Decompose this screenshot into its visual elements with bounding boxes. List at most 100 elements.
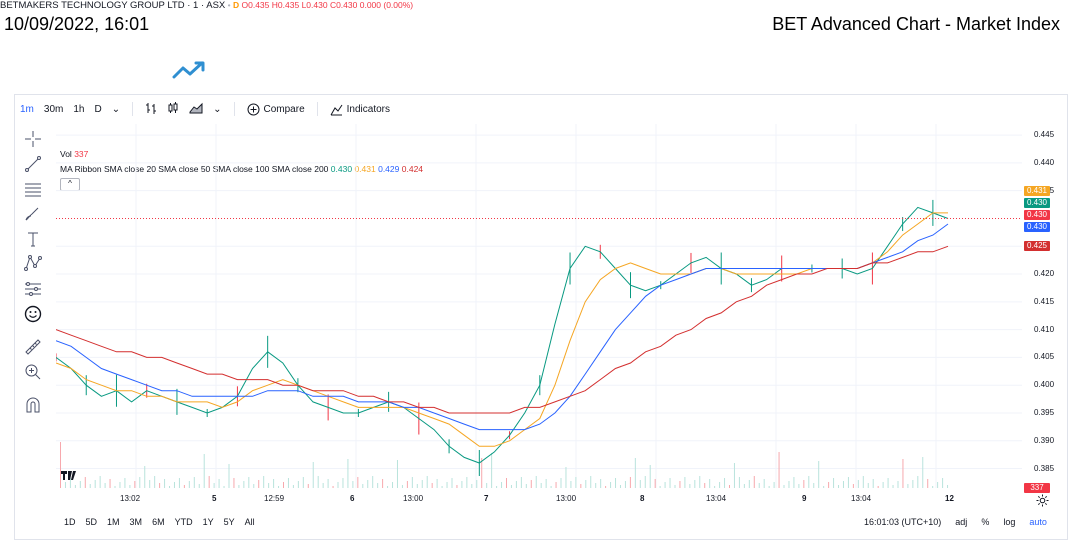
pattern-icon[interactable]: [20, 252, 46, 274]
volume-bar: [169, 486, 171, 488]
range-5y[interactable]: 5Y: [223, 517, 235, 527]
volume-bar: [510, 485, 512, 488]
volume-bar: [595, 483, 597, 488]
forecast-icon[interactable]: [20, 278, 46, 300]
volume-bar: [798, 484, 800, 488]
interval-1m[interactable]: 1m: [20, 103, 34, 115]
price-tick-label: 0.415: [1034, 296, 1055, 306]
volume-bar: [857, 480, 859, 488]
volume-bar: [506, 478, 507, 488]
crosshair-icon[interactable]: [20, 128, 46, 150]
volume-bar: [193, 477, 195, 488]
price-badge: 0.430: [1024, 198, 1050, 208]
volume-bar: [605, 486, 607, 488]
range-all[interactable]: All: [244, 517, 255, 527]
volume-bar: [243, 481, 245, 488]
volume-bar: [268, 483, 270, 488]
series-line-1: [56, 206, 949, 464]
volume-bar: [144, 466, 146, 488]
zoom-icon[interactable]: [20, 361, 46, 383]
trend-line-icon[interactable]: [20, 153, 46, 175]
price-badge: 0.431: [1024, 186, 1050, 196]
tradingview-logo-icon[interactable]: [60, 468, 78, 486]
time-tick-label: 12: [945, 494, 954, 503]
price-tick-label: 0.420: [1034, 269, 1055, 279]
volume-bar: [882, 482, 884, 488]
clock-readout[interactable]: 16:01:03 (UTC+10): [864, 517, 942, 527]
volume-bar: [679, 481, 681, 488]
volume-bar: [382, 479, 384, 488]
indicators-label: Indicators: [346, 103, 390, 115]
volume-bar: [862, 476, 864, 488]
volume-bar: [763, 479, 765, 488]
time-tick-label: 13:00: [556, 494, 577, 503]
interval-1h[interactable]: 1h: [73, 103, 85, 115]
volume-bar: [297, 481, 299, 488]
volume-bar: [575, 477, 577, 488]
series-line-4: [56, 245, 949, 414]
range-5d[interactable]: 5D: [85, 517, 98, 527]
volume-bar: [89, 484, 91, 488]
fib-icon[interactable]: [20, 178, 46, 200]
chevron-down-icon[interactable]: ⌄: [111, 103, 121, 115]
volume-bar: [852, 484, 854, 488]
plus-circle-icon: [247, 103, 259, 115]
vol-label: Vol: [60, 149, 72, 159]
log-toggle[interactable]: log: [1003, 517, 1016, 527]
volume-bar: [233, 478, 235, 488]
price-scale[interactable]: 0.4450.4400.4350.4200.4150.4100.4050.400…: [1026, 124, 1066, 488]
time-tick-label: 12:59: [264, 494, 285, 503]
price-chart[interactable]: [56, 124, 1022, 488]
auto-toggle[interactable]: auto: [1029, 517, 1047, 527]
volume-bar: [178, 478, 180, 488]
legend-dot: •: [227, 0, 231, 10]
volume-bar: [287, 478, 289, 488]
volume-bar: [535, 476, 537, 488]
time-tick-label: 7: [484, 494, 489, 503]
area-style-icon[interactable]: [189, 102, 203, 117]
header-datetime: 10/09/2022, 16:01: [4, 14, 150, 34]
volume-bar: [213, 483, 215, 488]
percent-toggle[interactable]: %: [981, 517, 990, 527]
range-ytd[interactable]: YTD: [174, 517, 193, 527]
bar-style-icon[interactable]: [145, 102, 157, 117]
time-axis[interactable]: 13:02 5 12:59 6 13:00 7 13:00 8 13:04 9 13:04 12: [56, 492, 1022, 506]
range-1y[interactable]: 1Y: [202, 517, 214, 527]
interval-d[interactable]: D: [94, 103, 102, 115]
volume-bar: [486, 483, 488, 488]
price-tick-label: 0.445: [1034, 130, 1055, 140]
settings-gear-icon[interactable]: [1036, 494, 1049, 512]
brush-icon[interactable]: [20, 203, 46, 225]
volume-bar: [867, 483, 869, 488]
interval-30m[interactable]: 30m: [43, 103, 64, 115]
symbol-name[interactable]: BETMAKERS TECHNOLOGY GROUP LTD · 1 · ASX: [0, 0, 226, 11]
candle-style-icon[interactable]: [167, 101, 179, 117]
range-1d[interactable]: 1D: [64, 517, 76, 527]
emoji-icon[interactable]: [20, 303, 46, 325]
volume-bar: [565, 467, 567, 488]
price-tick-label: 0.405: [1034, 352, 1055, 362]
volume-bar: [654, 479, 656, 488]
ohlc-values: O0.435 H0.435 L0.430 C0.430 0.000 (0.00%…: [242, 0, 414, 10]
volume-bar: [689, 484, 691, 488]
volume-bar: [729, 485, 730, 488]
series-line-2: [56, 212, 948, 447]
volume-bar: [610, 482, 612, 488]
chevron-down-icon[interactable]: ⌄: [213, 103, 222, 115]
volume-legend[interactable]: Vol 337: [60, 149, 88, 159]
volume-bar: [74, 485, 76, 488]
indicators-button[interactable]: Indicators: [330, 103, 390, 116]
magnet-icon[interactable]: [20, 394, 46, 416]
volume-bar: [942, 478, 944, 488]
compare-button[interactable]: Compare: [247, 103, 305, 116]
volume-bar: [411, 477, 413, 488]
adj-toggle[interactable]: adj: [955, 517, 968, 527]
text-icon[interactable]: [20, 228, 46, 250]
range-6m[interactable]: 6M: [152, 517, 165, 527]
volume-bar: [436, 479, 438, 488]
volume-bar: [124, 478, 126, 488]
range-3m[interactable]: 3M: [129, 517, 143, 527]
ruler-icon[interactable]: [20, 336, 46, 358]
range-1m[interactable]: 1M: [107, 517, 120, 527]
volume-bar: [426, 476, 428, 488]
